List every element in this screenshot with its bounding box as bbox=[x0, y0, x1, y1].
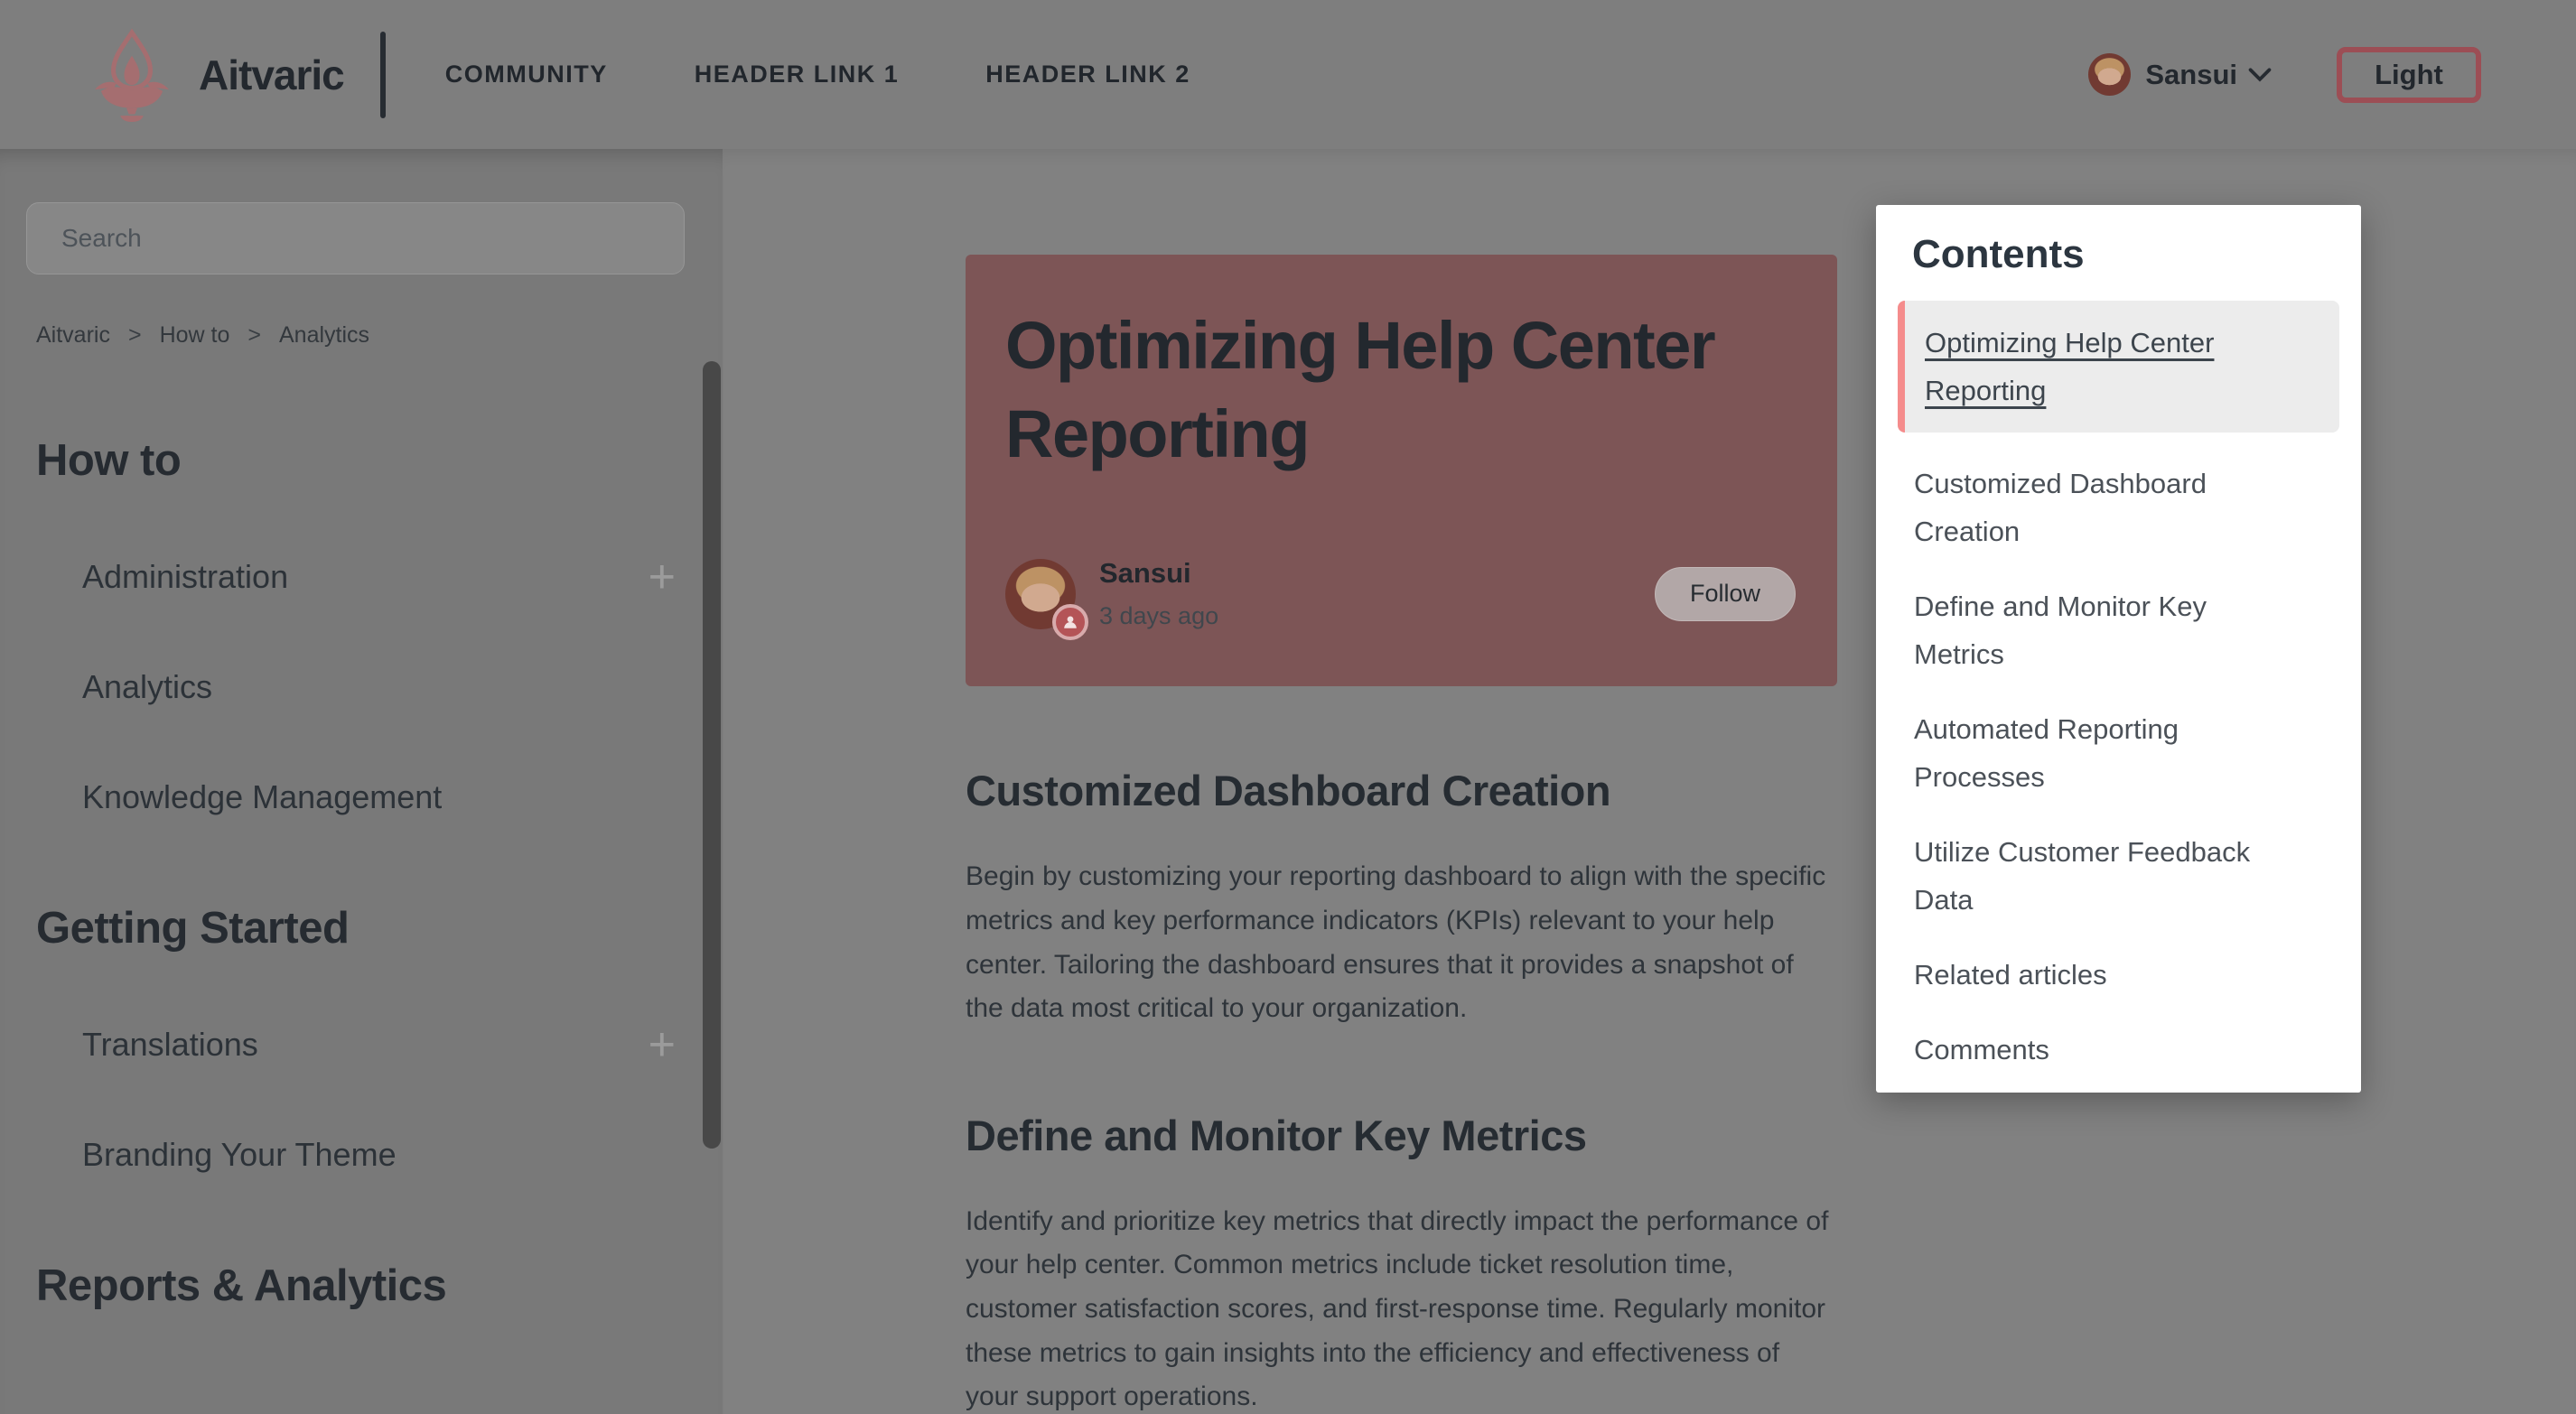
contents-panel: Contents Optimizing Help Center Reportin… bbox=[1876, 205, 2361, 1093]
breadcrumb-item-aitvaric[interactable]: Aitvaric bbox=[36, 322, 110, 348]
sidebar-section-title-how-to: How to bbox=[36, 436, 182, 485]
plus-icon[interactable]: + bbox=[648, 551, 676, 603]
user-badge-icon bbox=[1052, 603, 1088, 640]
contents-title: Contents bbox=[1912, 232, 2085, 276]
contents-item-utilize-customer-feedback-data[interactable]: Utilize Customer Feedback Data bbox=[1914, 836, 2251, 916]
sidebar-item-branding-your-theme[interactable]: Branding Your Theme bbox=[82, 1136, 676, 1174]
chevron-down-icon[interactable] bbox=[2248, 67, 2272, 82]
article-section-define-and-monitor-key-metrics: Define and Monitor Key Metrics Identify a… bbox=[966, 1111, 1837, 1414]
breadcrumb-separator: > bbox=[247, 322, 261, 348]
section-heading: Customized Dashboard Creation bbox=[966, 767, 1611, 815]
contents-item-optimizing-help-center-reporting[interactable]: Optimizing Help Center Reporting bbox=[1898, 301, 2339, 433]
article-title: Optimizing Help Center Reporting bbox=[1005, 308, 1716, 471]
contents-list: Optimizing Help Center Reporting Customiz… bbox=[1898, 301, 2339, 1074]
sidebar-section-title-getting-started: Getting Started bbox=[36, 904, 350, 953]
sidebar-item-knowledge-management[interactable]: Knowledge Management bbox=[82, 778, 676, 816]
brand[interactable]: Aitvaric bbox=[90, 28, 345, 122]
contents-item-automated-reporting-processes[interactable]: Automated Reporting Processes bbox=[1914, 713, 2179, 793]
author-name: Sansui bbox=[1099, 557, 1191, 590]
contents-item-customized-dashboard-creation[interactable]: Customized Dashboard Creation bbox=[1914, 468, 2207, 547]
sidebar-item-administration[interactable]: Administration + bbox=[82, 551, 676, 603]
article-section-customized-dashboard-creation: Customized Dashboard Creation Begin by cu… bbox=[966, 766, 1837, 1030]
breadcrumb-item-analytics[interactable]: Analytics bbox=[279, 322, 370, 348]
sidebar-section-title-reports-analytics: Reports & Analytics bbox=[36, 1261, 447, 1310]
breadcrumb: Aitvaric > How to > Analytics bbox=[36, 322, 723, 349]
section-paragraph: Identify and prioritize key metrics that… bbox=[966, 1205, 1829, 1412]
sidebar-item-analytics[interactable]: Analytics bbox=[82, 668, 676, 706]
article-posted-time: 3 days ago bbox=[1099, 602, 1219, 630]
user-avatar[interactable] bbox=[2088, 53, 2132, 96]
brand-name: Aitvaric bbox=[199, 51, 345, 98]
plus-icon[interactable]: + bbox=[648, 1019, 676, 1071]
sidebar-item-label: Translations bbox=[82, 1026, 258, 1063]
header-divider bbox=[379, 31, 386, 118]
breadcrumb-item-how-to[interactable]: How to bbox=[159, 322, 230, 348]
breadcrumb-separator: > bbox=[127, 322, 142, 348]
sidebar-item-label: Knowledge Management bbox=[82, 778, 443, 815]
author-meta: Sansui 3 days ago bbox=[1099, 557, 1218, 630]
top-header: Aitvaric COMMUNITY HEADER LINK 1 HEADER LI… bbox=[0, 0, 2576, 149]
sidebar-nav: How to Administration + Analytics Knowledge … bbox=[36, 435, 676, 1311]
follow-button[interactable]: Follow bbox=[1654, 566, 1796, 621]
sidebar-scrollbar-thumb[interactable] bbox=[703, 361, 721, 1149]
contents-item-define-and-monitor-key-metrics[interactable]: Define and Monitor Key Metrics bbox=[1914, 591, 2207, 670]
sidebar-item-label: Analytics bbox=[82, 668, 213, 705]
sidebar-item-label: Branding Your Theme bbox=[82, 1136, 397, 1173]
article: Optimizing Help Center Reporting Sansui … bbox=[966, 255, 1837, 1414]
search-input[interactable] bbox=[26, 202, 685, 274]
author-avatar[interactable] bbox=[1005, 558, 1088, 640]
user-name[interactable]: Sansui bbox=[2145, 58, 2237, 90]
diya-lamp-logo-icon bbox=[95, 28, 169, 122]
header-nav: COMMUNITY HEADER LINK 1 HEADER LINK 2 bbox=[445, 60, 1277, 88]
section-heading: Define and Monitor Key Metrics bbox=[966, 1111, 1587, 1159]
sidebar-item-label: Administration bbox=[82, 558, 289, 595]
article-body: Customized Dashboard Creation Begin by cu… bbox=[966, 766, 1837, 1414]
contents-item-comments[interactable]: Comments bbox=[1914, 1034, 2049, 1065]
sidebar: Aitvaric > How to > Analytics How to Administ… bbox=[0, 149, 723, 1414]
header-nav-link-1[interactable]: COMMUNITY bbox=[444, 60, 608, 88]
sidebar-item-translations[interactable]: Translations + bbox=[82, 1019, 676, 1071]
header-user-area: Sansui Light bbox=[2088, 46, 2576, 103]
author-row: Sansui 3 days ago Follow bbox=[1005, 557, 1796, 640]
header-nav-link-2[interactable]: HEADER LINK 1 bbox=[694, 60, 900, 88]
theme-toggle-button[interactable]: Light bbox=[2337, 46, 2481, 103]
section-paragraph: Begin by customizing your reporting dash… bbox=[966, 861, 1826, 1024]
contents-item-related-articles[interactable]: Related articles bbox=[1914, 959, 2107, 991]
article-hero: Optimizing Help Center Reporting Sansui … bbox=[966, 255, 1837, 687]
header-nav-link-3[interactable]: HEADER LINK 2 bbox=[985, 60, 1190, 88]
